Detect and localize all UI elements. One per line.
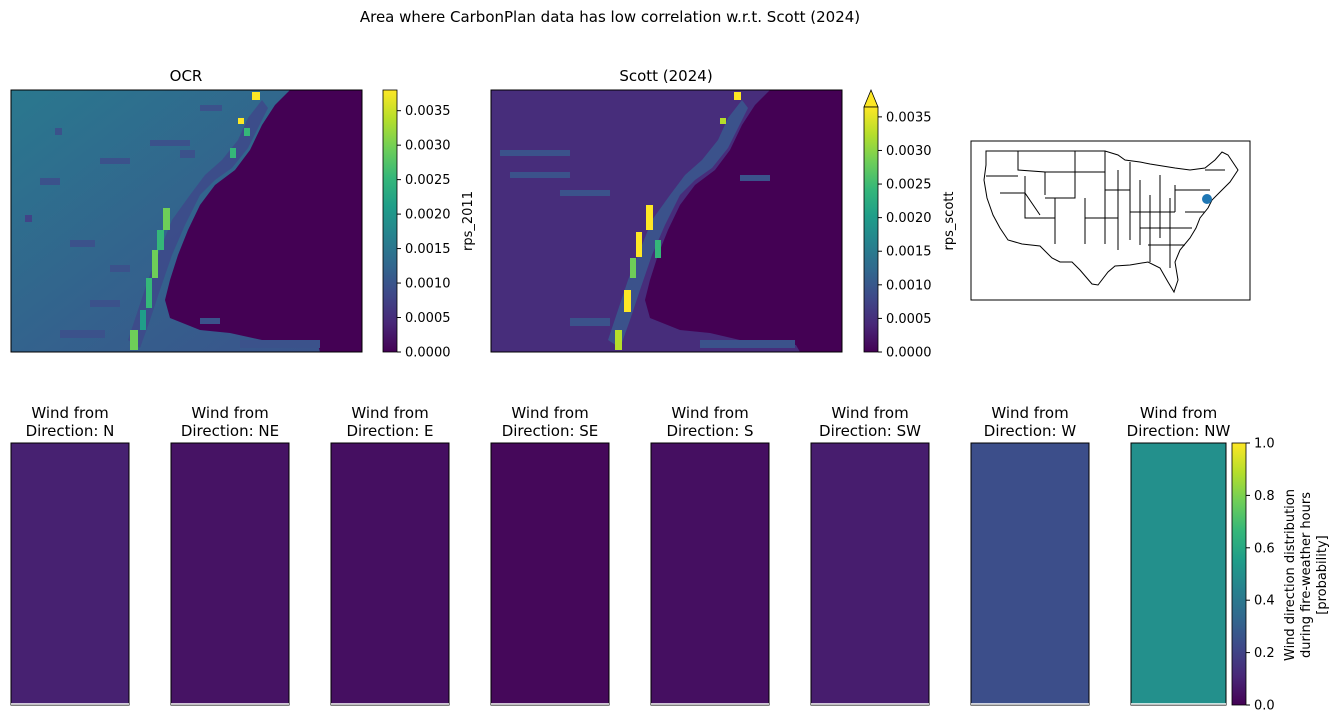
- wind-panel-title-line2: Direction: NE: [181, 422, 279, 440]
- wind-panel-title-line2: Direction: S: [666, 422, 753, 440]
- ocr-low-region: [165, 90, 362, 352]
- wind-panel-title-line2: Direction: NW: [1127, 422, 1231, 440]
- colorbar-tick-label: 0.0030: [405, 139, 451, 154]
- colorbar-tick-label: 0.0010: [405, 277, 451, 292]
- colorbar-tick-label: 0.0030: [886, 144, 932, 159]
- wind-panel-title-line1: Wind from: [831, 404, 908, 422]
- scott-frame: [490, 89, 843, 353]
- wind-panel-title-line1: Wind from: [1140, 404, 1217, 422]
- colorbar-tick-label: 1.0: [1254, 437, 1275, 452]
- scott-colorbar-label: rps_scott: [942, 192, 957, 251]
- ocr-colorbar: 0.0000 0.0005 0.0010 0.0015 0.0020 0.0025 0.00…: [382, 89, 476, 361]
- state-borders: [986, 151, 1225, 268]
- ocr-panel-title: OCR: [170, 67, 203, 85]
- wind-panel-title-line2: Direction: W: [984, 422, 1077, 440]
- wind-panel-cell: [330, 442, 450, 706]
- wind-panel-title-line1: Wind from: [31, 404, 108, 422]
- scott-heatmap: [491, 90, 842, 352]
- selected-location-marker: [1202, 194, 1212, 204]
- colorbar-tick-label: 0.0035: [886, 110, 932, 125]
- colorbar-tick-label: 0.8: [1254, 489, 1275, 504]
- wind-panel-title-line2: Direction: N: [26, 422, 115, 440]
- colorbar-tick-label: 0.0000: [405, 346, 451, 361]
- us-outline: [983, 150, 1239, 294]
- colorbar-tick-label: 0.0025: [886, 178, 932, 193]
- colorbar-tick-label: 0.0005: [405, 311, 451, 326]
- colorbar-tick-label: 0.0005: [886, 312, 932, 327]
- ocr-hotspots: [130, 92, 260, 350]
- colorbar-tick-label: 0.0: [1254, 699, 1275, 714]
- ocr-heatmap: [11, 90, 362, 352]
- scott-ridge-band: [500, 100, 795, 348]
- wind-panel-title-line1: Wind from: [991, 404, 1068, 422]
- colorbar-tick-label: 0.2: [1254, 646, 1275, 661]
- us-locator-map: [970, 140, 1251, 301]
- wind-panel-cell: [490, 442, 610, 706]
- figure-title: Area where CarbonPlan data has low corre…: [360, 8, 860, 26]
- colorbar-tick-label: 0.0020: [405, 208, 451, 223]
- colorbar-tick-label: 0.6: [1254, 541, 1275, 556]
- wind-panel-cell: [650, 442, 770, 706]
- colorbar-tick-label: 0.0010: [886, 278, 932, 293]
- wind-colorbar-label-3: [probability]: [1315, 535, 1330, 615]
- wind-panel-title-line1: Wind from: [671, 404, 748, 422]
- wind-panel-title-line1: Wind from: [351, 404, 428, 422]
- colorbar-tick-label: 0.0020: [886, 211, 932, 226]
- colorbar-tick-label: 0.0035: [405, 104, 451, 119]
- colorbar-tick-label: 0.0000: [886, 346, 932, 361]
- wind-panel-cell: [1130, 442, 1227, 706]
- scott-panel-title: Scott (2024): [619, 67, 712, 85]
- wind-colorbar-ticks: 0.0 0.2 0.4 0.6 0.8 1.0: [1246, 437, 1275, 714]
- wind-panel-title-line1: Wind from: [191, 404, 268, 422]
- wind-panel-title-line2: Direction: SE: [502, 422, 599, 440]
- wind-panel-title-line2: Direction: SW: [819, 422, 921, 440]
- colorbar-tick-label: 0.0015: [405, 242, 451, 257]
- colorbar-tick-label: 0.4: [1254, 594, 1275, 609]
- wind-colorbar: 0.0 0.2 0.4 0.6 0.8 1.0 Wind direction distri…: [1231, 437, 1330, 714]
- colorbar-tick-label: 0.0015: [886, 245, 932, 260]
- wind-panel-cell: [970, 442, 1090, 706]
- wind-panel-title-line2: Direction: E: [346, 422, 433, 440]
- ocr-colorbar-ticks: 0.0000 0.0005 0.0010 0.0015 0.0020 0.0025 0.00…: [397, 104, 451, 361]
- wind-panel-title-line1: Wind from: [511, 404, 588, 422]
- scott-colorbar: 0.0000 0.0005 0.0010 0.0015 0.0020 0.0025 0.00…: [863, 88, 957, 361]
- ocr-ridge-band: [128, 100, 268, 348]
- ocr-pixel-speckle: [25, 105, 320, 348]
- colorbar-tick-label: 0.0025: [405, 173, 451, 188]
- scott-hotspots: [615, 92, 741, 350]
- wind-panel-cell: [10, 442, 130, 706]
- wind-colorbar-label-2: during fire-weather hours: [1299, 492, 1314, 658]
- ocr-frame: [10, 89, 363, 353]
- wind-panel-cell: [810, 442, 930, 706]
- scott-colorbar-extend: [863, 88, 879, 108]
- scott-low-region: [645, 90, 842, 352]
- ocr-colorbar-label: rps_2011: [461, 191, 476, 251]
- wind-colorbar-label-1: Wind direction distribution: [1283, 489, 1298, 661]
- wind-panel-cell: [170, 442, 290, 706]
- scott-colorbar-ticks: 0.0000 0.0005 0.0010 0.0015 0.0020 0.0025 0.00…: [878, 110, 932, 361]
